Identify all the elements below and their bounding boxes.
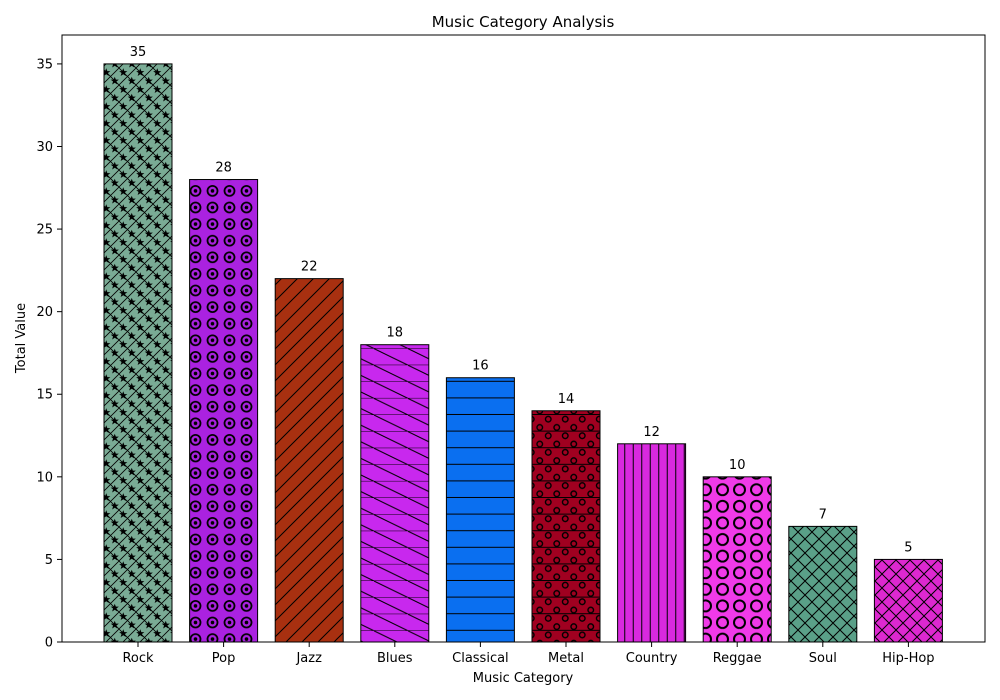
data-label-pop: 28: [215, 161, 232, 176]
x-tick-label-jazz: Jazz: [295, 651, 322, 666]
plot-frame: [61, 34, 986, 643]
x-axis: Rock Pop Jazz Blues Classical Metal Country Reg…: [122, 642, 935, 666]
x-tick-label-classical: Classical: [452, 651, 509, 666]
x-tick-label-pop: Pop: [212, 651, 236, 666]
data-label-rock: 35: [130, 45, 147, 60]
data-label-classical: 16: [472, 359, 489, 374]
x-tick-label-hip-hop: Hip-Hop: [882, 651, 934, 666]
bar-hatch-soul: [788, 526, 857, 642]
bar-hatch-country: [617, 443, 686, 642]
data-label-reggae: 10: [729, 458, 746, 473]
bar-hatch-blues: [360, 344, 429, 642]
y-tick-label-15: 15: [36, 388, 53, 403]
bar-hatch-reggae: [703, 476, 772, 642]
y-axis: 0 5 10 15 20 25 30 35: [36, 57, 62, 651]
y-axis-label: Total Value: [14, 303, 29, 374]
bar-hatch-metal: [532, 410, 600, 642]
y-tick-label-0: 0: [45, 636, 53, 651]
x-tick-label-country: Country: [626, 651, 678, 666]
y-tick-label-5: 5: [45, 553, 53, 568]
data-label-hip-hop: 5: [904, 540, 912, 555]
y-tick-label-30: 30: [36, 140, 53, 155]
x-tick-label-soul: Soul: [809, 651, 837, 666]
data-label-metal: 14: [558, 392, 575, 407]
bar-hatch-pop: [189, 179, 258, 642]
bar-hatch-jazz: [275, 278, 344, 642]
data-label-blues: 18: [387, 326, 404, 341]
x-tick-label-rock: Rock: [122, 651, 154, 666]
x-tick-label-metal: Metal: [548, 651, 584, 666]
data-label-country: 12: [643, 425, 660, 440]
chart-title: Music Category Analysis: [432, 13, 615, 31]
data-label-soul: 7: [819, 507, 827, 522]
data-label-jazz: 22: [301, 260, 318, 275]
y-tick-label-10: 10: [36, 470, 53, 485]
x-axis-label: Music Category: [473, 671, 574, 686]
x-tick-label-reggae: Reggae: [713, 651, 762, 666]
y-tick-label-35: 35: [36, 57, 53, 72]
y-tick-label-20: 20: [36, 305, 53, 320]
bar-hatch-hip-hop: [874, 559, 943, 642]
bar-hatch-classical: [446, 377, 515, 642]
x-tick-label-blues: Blues: [377, 651, 413, 666]
bars-group: 35 28 22 18 16 14 12 10 7 5: [103, 45, 943, 643]
bar-hatch-rock: [104, 63, 172, 642]
y-tick-label-25: 25: [36, 223, 53, 238]
